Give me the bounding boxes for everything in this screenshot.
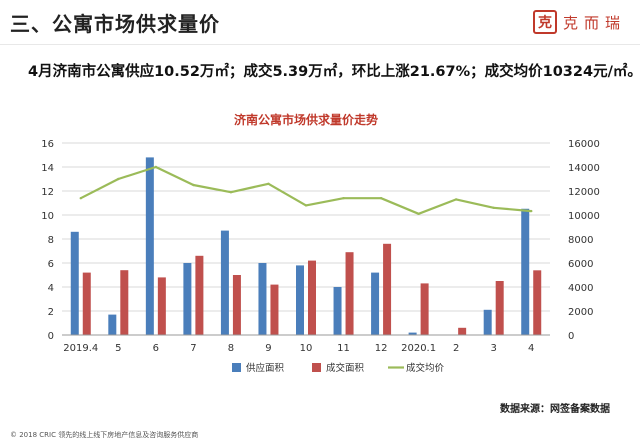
y-right-tick-label: 0 [568,331,574,342]
x-tick-label: 4 [528,343,534,354]
deal-bar [195,255,204,335]
supply-bar [371,272,380,335]
y-right-tick-label: 14000 [568,163,600,174]
y-left-tick-label: 6 [48,259,54,270]
x-tick-label: 2 [453,343,459,354]
data-source: 数据来源：网签备案数据 [500,404,610,415]
supply-bar [70,231,79,335]
price-point [79,197,82,200]
y-left-tick-label: 14 [41,163,54,174]
supply-bar [258,263,267,335]
x-tick-label: 12 [375,343,388,354]
legend-label: 成交均价 [406,362,445,374]
supply-bar [220,230,229,335]
supply-bar [483,309,492,335]
price-point [492,206,495,209]
y-left-tick-label: 2 [48,307,54,318]
logo-text: 克而瑞 [562,13,626,32]
x-tick-label: 9 [265,343,271,354]
y-left-tick-label: 10 [41,211,54,222]
chart-title: 济南公寓市场供求量价走势 [234,112,378,127]
supply-bar [145,157,154,335]
legend-label: 供应面积 [246,362,285,374]
y-left-tick-label: 0 [48,331,54,342]
price-point [154,165,158,169]
deal-bar [157,277,166,335]
price-point [530,209,533,213]
deal-bar [308,260,316,335]
deal-bar [420,283,429,335]
x-tick-label: 11 [337,343,350,354]
legend-label: 成交面积 [326,362,365,374]
deal-bar [232,275,241,335]
supply-bar [296,265,304,335]
deal-bar [82,272,91,335]
deal-bar [383,243,392,335]
logo-mark: 克 [532,10,557,34]
supply-bar [521,208,530,335]
summary-text: 4月济南市公寓供应10.52万㎡；成交5.39万㎡，环比上涨21.67%；成交均… [28,64,640,80]
y-left-tick-label: 8 [48,235,54,246]
y-right-tick-label: 8000 [568,235,593,246]
x-tick-label: 7 [190,343,196,354]
price-point [117,177,120,181]
price-point [304,204,308,207]
price-point [267,182,270,185]
y-left-tick-label: 12 [41,187,54,198]
supply-bar [183,263,192,335]
price-point [417,212,420,215]
price-point [454,198,458,201]
cric-logo: 克 克而瑞 [532,10,626,34]
x-tick-label: 8 [228,343,234,354]
price-point [342,197,345,200]
deal-bar [270,284,279,335]
deal-bar [120,270,129,335]
price-point [192,183,195,187]
y-right-tick-label: 16000 [568,139,600,150]
supply-bar [108,314,117,335]
deal-bar [533,270,542,335]
x-tick-label: 10 [300,343,313,354]
deal-bar [345,252,354,335]
x-tick-label: 2020.1 [401,343,436,354]
y-right-tick-label: 10000 [568,211,600,222]
y-left-tick-label: 16 [41,139,54,150]
header-bar: 三、公寓市场供求量价 克 克而瑞 [0,0,640,45]
legend-swatch [232,363,241,372]
supply-bar [408,332,417,335]
y-right-tick-label: 12000 [568,187,600,198]
deal-bar [458,327,467,335]
price-point [229,191,233,194]
copyright: © 2018 CRIC 领先的线上线下房地产信息及咨询服务供应商 [10,431,199,439]
x-tick-label: 5 [115,343,121,354]
y-right-tick-label: 6000 [568,259,593,270]
y-right-tick-label: 2000 [568,307,593,318]
x-tick-label: 6 [153,343,159,354]
legend-swatch [312,363,321,372]
y-left-tick-label: 4 [48,283,54,294]
price-point [379,197,383,200]
supply-bar [333,287,342,335]
y-right-tick-label: 4000 [568,283,593,294]
deal-bar [495,281,504,335]
x-tick-label: 3 [491,343,497,354]
section-title: 三、公寓市场供求量价 [10,12,220,36]
x-tick-label: 2019.4 [63,343,98,354]
